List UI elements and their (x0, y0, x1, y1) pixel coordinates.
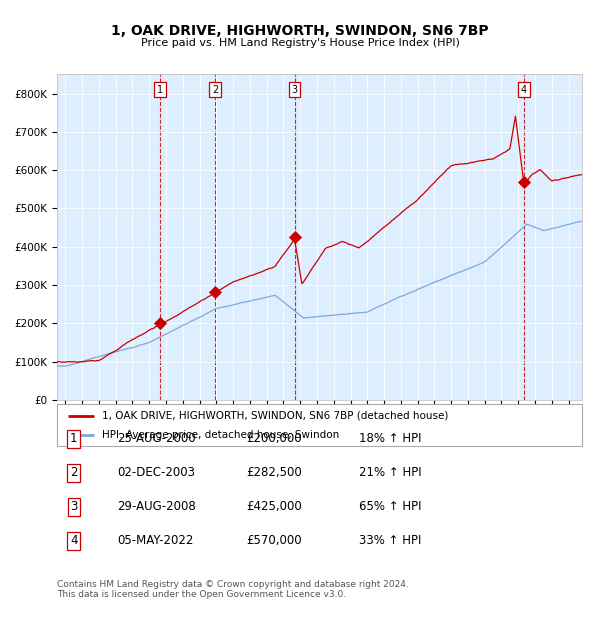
Text: 1, OAK DRIVE, HIGHWORTH, SWINDON, SN6 7BP: 1, OAK DRIVE, HIGHWORTH, SWINDON, SN6 7B… (111, 24, 489, 38)
Text: 18% ↑ HPI: 18% ↑ HPI (359, 432, 421, 445)
Text: 3: 3 (292, 85, 298, 95)
Text: 1, OAK DRIVE, HIGHWORTH, SWINDON, SN6 7BP (detached house): 1, OAK DRIVE, HIGHWORTH, SWINDON, SN6 7B… (101, 410, 448, 420)
Text: 25-AUG-2000: 25-AUG-2000 (118, 432, 196, 445)
Text: £425,000: £425,000 (246, 500, 302, 513)
Text: 4: 4 (70, 534, 77, 547)
Text: £570,000: £570,000 (246, 534, 302, 547)
Point (290, 232, 299, 242)
Text: 05-MAY-2022: 05-MAY-2022 (118, 534, 194, 547)
Point (210, 287, 220, 297)
Text: 1: 1 (70, 432, 77, 445)
Text: 21% ↑ HPI: 21% ↑ HPI (359, 466, 421, 479)
Text: This data is licensed under the Open Government Licence v3.0.: This data is licensed under the Open Gov… (57, 590, 346, 600)
Text: Contains HM Land Registry data © Crown copyright and database right 2024.: Contains HM Land Registry data © Crown c… (57, 580, 409, 589)
Text: 4: 4 (521, 85, 527, 95)
Text: 02-DEC-2003: 02-DEC-2003 (118, 466, 196, 479)
Point (519, 177, 529, 187)
Text: 2: 2 (70, 466, 77, 479)
Text: HPI: Average price, detached house, Swindon: HPI: Average price, detached house, Swin… (101, 430, 339, 440)
Text: Price paid vs. HM Land Registry's House Price Index (HPI): Price paid vs. HM Land Registry's House … (140, 38, 460, 48)
FancyBboxPatch shape (57, 404, 582, 446)
Text: 65% ↑ HPI: 65% ↑ HPI (359, 500, 421, 513)
Text: £200,000: £200,000 (246, 432, 302, 445)
Text: 3: 3 (70, 500, 77, 513)
Text: 2: 2 (212, 85, 218, 95)
Text: £282,500: £282,500 (246, 466, 302, 479)
Text: 33% ↑ HPI: 33% ↑ HPI (359, 534, 421, 547)
Text: 1: 1 (157, 85, 163, 95)
Text: 29-AUG-2008: 29-AUG-2008 (118, 500, 196, 513)
Point (155, 318, 165, 328)
